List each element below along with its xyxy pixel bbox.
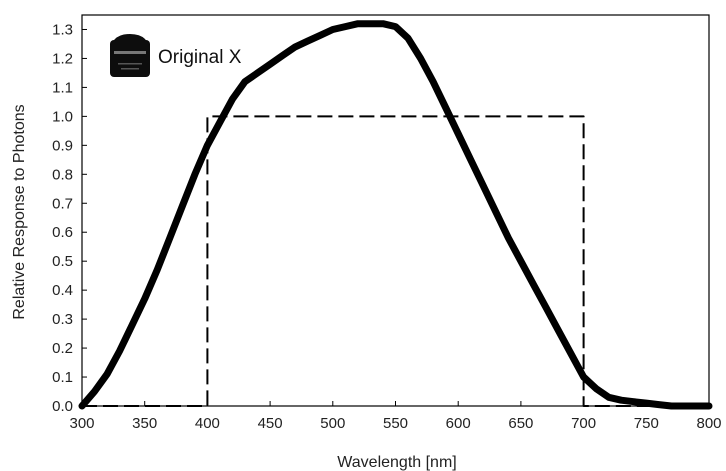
y-tick-label: 0.5 <box>52 253 73 270</box>
y-tick-label: 1.0 <box>52 108 73 125</box>
x-tick-label: 800 <box>696 415 721 432</box>
y-tick-label: 1.3 <box>52 21 73 38</box>
x-tick-label: 750 <box>634 415 659 432</box>
y-tick-label: 1.1 <box>52 79 73 96</box>
legend-label: Original X <box>158 47 242 68</box>
x-tick-label: 550 <box>383 415 408 432</box>
ideal-response-layer <box>82 115 709 407</box>
x-tick-label: 400 <box>195 415 220 432</box>
y-tick-label: 0.2 <box>52 340 73 357</box>
ideal-response-line <box>82 115 709 407</box>
y-tick-label: 0.9 <box>52 137 73 154</box>
x-tick-label: 700 <box>571 415 596 432</box>
x-tick-label: 450 <box>258 415 283 432</box>
y-axis-title: Relative Response to Photons <box>11 104 28 319</box>
y-tick-label: 0.1 <box>52 369 73 386</box>
plot-area <box>81 14 710 407</box>
legend: Original X <box>110 34 242 77</box>
x-axis-ticks: 300 350 400 450 500 550 600 650 700 750 800 <box>69 401 722 432</box>
x-tick-label: 300 <box>69 415 94 432</box>
plot-frame <box>81 14 710 407</box>
x-tick-label: 350 <box>132 415 157 432</box>
x-tick-label: 600 <box>446 415 471 432</box>
y-tick-label: 0.6 <box>52 224 73 241</box>
sensor-icon <box>110 34 150 77</box>
y-tick-label: 0.4 <box>52 282 73 299</box>
x-tick-label: 500 <box>320 415 345 432</box>
y-tick-label: 0.0 <box>52 398 73 415</box>
y-axis-ticks: 0.0 0.1 0.2 0.3 0.4 0.5 0.6 0.7 0.8 0.9 1.0 1.1 1.2 1… <box>52 21 87 415</box>
y-tick-label: 0.7 <box>52 195 73 212</box>
x-tick-label: 650 <box>508 415 533 432</box>
measured-response-line <box>78 20 713 410</box>
y-tick-label: 0.3 <box>52 311 73 328</box>
measured-response-layer <box>78 20 713 410</box>
y-tick-label: 0.8 <box>52 166 73 183</box>
y-tick-label: 1.2 <box>52 50 73 67</box>
x-axis-title: Wavelength [nm] <box>337 454 456 471</box>
